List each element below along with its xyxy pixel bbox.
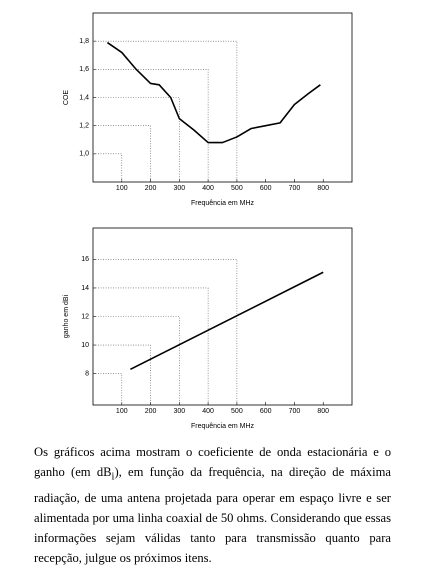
text: ), em função da frequência, na direção d… — [34, 465, 391, 565]
paragraph: Os gráficos acima mostram o coeficiente … — [34, 442, 391, 568]
text: Os gráficos acima mostram o coeficiente … — [34, 445, 391, 479]
data-line — [130, 271, 324, 371]
x-tick-label: 800 — [317, 408, 329, 415]
guide-line — [93, 287, 209, 405]
y-tick-label: 1,2 — [79, 123, 89, 130]
guide-line — [93, 125, 151, 182]
plot-frame — [92, 12, 353, 183]
plot-frame — [92, 227, 353, 406]
x-axis-label: Frequência em MHz — [191, 423, 255, 430]
x-tick-label: 500 — [231, 408, 243, 415]
charts: 1,0 1,2 1,4 1,6 1,8 100 200 300 400 500 600 700 800 F… — [63, 12, 353, 430]
guide-line — [93, 153, 123, 182]
y-tick-label: 1,4 — [79, 94, 89, 101]
x-tick-label: 600 — [260, 408, 272, 415]
y-tick-label: 16 — [81, 256, 89, 263]
y-tick-label: 1,0 — [79, 151, 89, 158]
guide-line — [93, 97, 180, 182]
x-tick-label: 100 — [116, 185, 128, 192]
x-tick-label: 200 — [145, 185, 157, 192]
y-tick-label: 12 — [81, 313, 89, 320]
y-axis-label: ganho em dBi — [63, 294, 70, 338]
x-tick-label: 300 — [173, 408, 185, 415]
y-axis-label: COE — [63, 90, 70, 106]
x-tick-label: 700 — [289, 408, 301, 415]
x-tick-label: 400 — [202, 185, 214, 192]
x-axis-label: Frequência em MHz — [191, 200, 255, 207]
guide-line — [93, 344, 151, 405]
guide-line — [93, 40, 238, 182]
guide-line — [93, 316, 180, 405]
x-tick-label: 700 — [289, 185, 301, 192]
subscript: i — [111, 471, 115, 483]
y-tick-label: 1,6 — [79, 66, 89, 73]
x-tick-label: 800 — [317, 185, 329, 192]
x-tick-label: 200 — [145, 408, 157, 415]
guide-line — [93, 69, 209, 182]
data-line — [106, 41, 321, 144]
guide-line — [93, 373, 123, 405]
x-tick-label: 400 — [202, 408, 214, 415]
x-tick-label: 500 — [231, 185, 243, 192]
y-tick-label: 14 — [81, 285, 89, 292]
y-tick-label: 8 — [85, 370, 89, 377]
x-tick-label: 600 — [260, 185, 272, 192]
x-tick-label: 300 — [173, 185, 185, 192]
x-tick-label: 100 — [116, 408, 128, 415]
guide-line — [93, 259, 238, 405]
y-tick-label: 1,8 — [79, 38, 89, 45]
y-tick-label: 10 — [81, 342, 89, 349]
